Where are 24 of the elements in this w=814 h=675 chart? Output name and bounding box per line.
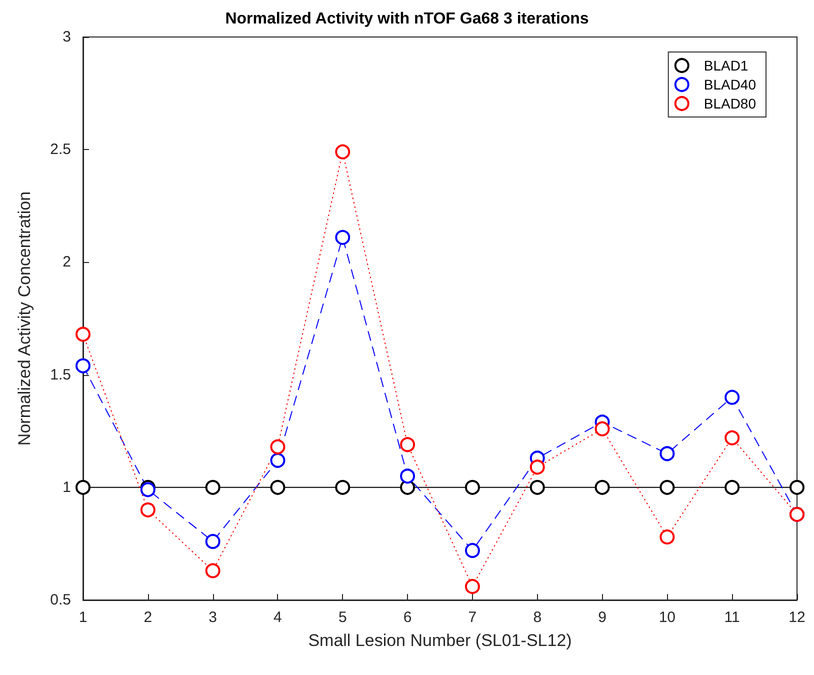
- y-tick-label: 1: [62, 478, 71, 496]
- x-tick-label: 2: [144, 609, 152, 626]
- legend-label: BLAD1: [704, 58, 748, 74]
- x-tick-label: 5: [338, 609, 347, 626]
- x-tick-label: 11: [724, 609, 740, 626]
- y-tick-label: 2: [62, 254, 71, 271]
- x-tick-label: 3: [208, 609, 217, 626]
- x-tick-label: 1: [78, 609, 88, 626]
- y-tick-label: 2.5: [50, 141, 71, 158]
- x-tick-label: 9: [598, 609, 606, 626]
- chart-title: Normalized Activity with nTOF Ga68 3 iterations: [225, 10, 589, 28]
- legend-label: BLAD80: [704, 96, 756, 112]
- x-tick-label: 8: [533, 609, 542, 626]
- x-tick-label: 7: [468, 609, 477, 626]
- y-tick-label: 0.5: [50, 592, 71, 608]
- x-tick-label: 4: [274, 609, 282, 626]
- x-axis-title: Small Lesion Number (SL01-SL12): [308, 631, 572, 650]
- x-tick-label: 6: [403, 609, 412, 626]
- y-tick-label: 1.5: [50, 366, 71, 384]
- y-tick-label: 3: [62, 28, 71, 46]
- x-tick-label: 10: [658, 609, 676, 626]
- y-axis-title: Normalized Activity Concentration: [15, 191, 34, 446]
- legend-label: BLAD40: [704, 76, 756, 92]
- x-tick-label: 12: [788, 609, 806, 626]
